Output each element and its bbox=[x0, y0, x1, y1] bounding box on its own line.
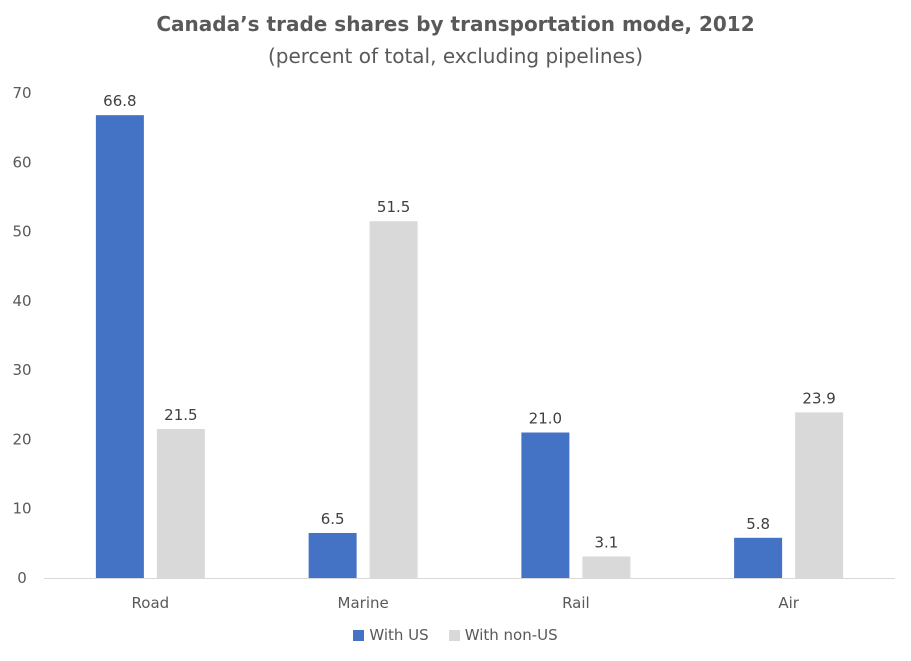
legend-item-with-us[interactable]: With US bbox=[353, 626, 429, 644]
y-tick-label: 30 bbox=[12, 361, 31, 379]
bar-road-with-us[interactable] bbox=[95, 115, 144, 579]
bar-air-with-us[interactable] bbox=[734, 537, 783, 578]
legend: With US With non-US bbox=[0, 626, 911, 644]
legend-label-with-non-us: With non-US bbox=[464, 626, 558, 644]
legend-swatch-with-non-us bbox=[448, 629, 460, 641]
data-label: 6.5 bbox=[321, 510, 345, 528]
bar-rail-with-non-us[interactable] bbox=[582, 556, 631, 578]
bar-rail-with-us[interactable] bbox=[521, 432, 570, 579]
legend-swatch-with-us bbox=[353, 629, 365, 641]
x-tick-label: Air bbox=[778, 594, 799, 612]
bar-marine-with-non-us[interactable] bbox=[369, 221, 418, 578]
data-label: 21.5 bbox=[164, 406, 197, 424]
y-tick-label: 60 bbox=[12, 153, 31, 171]
data-label: 5.8 bbox=[746, 515, 770, 533]
data-label: 66.8 bbox=[103, 92, 136, 110]
legend-label-with-us: With US bbox=[369, 626, 429, 644]
bar-marine-with-us[interactable] bbox=[308, 532, 357, 578]
y-tick-label: 0 bbox=[17, 569, 27, 587]
bar-air-with-non-us[interactable] bbox=[795, 412, 844, 578]
legend-item-with-non-us[interactable]: With non-US bbox=[448, 626, 558, 644]
y-tick-label: 20 bbox=[12, 430, 31, 448]
data-label: 51.5 bbox=[377, 198, 410, 216]
y-tick-label: 70 bbox=[12, 84, 31, 102]
data-label: 21.0 bbox=[529, 410, 562, 428]
y-tick-label: 10 bbox=[12, 500, 31, 518]
x-tick-label: Rail bbox=[562, 594, 590, 612]
bar-road-with-non-us[interactable] bbox=[156, 429, 205, 578]
data-label: 3.1 bbox=[594, 534, 618, 552]
x-tick-label: Marine bbox=[338, 594, 389, 612]
x-tick-label: Road bbox=[132, 594, 170, 612]
data-label: 23.9 bbox=[802, 389, 835, 407]
y-tick-label: 50 bbox=[12, 223, 31, 241]
y-tick-label: 40 bbox=[12, 292, 31, 310]
chart-title: Canada’s trade shares by transportation … bbox=[156, 12, 755, 36]
chart-subtitle: (percent of total, excluding pipelines) bbox=[267, 44, 644, 68]
